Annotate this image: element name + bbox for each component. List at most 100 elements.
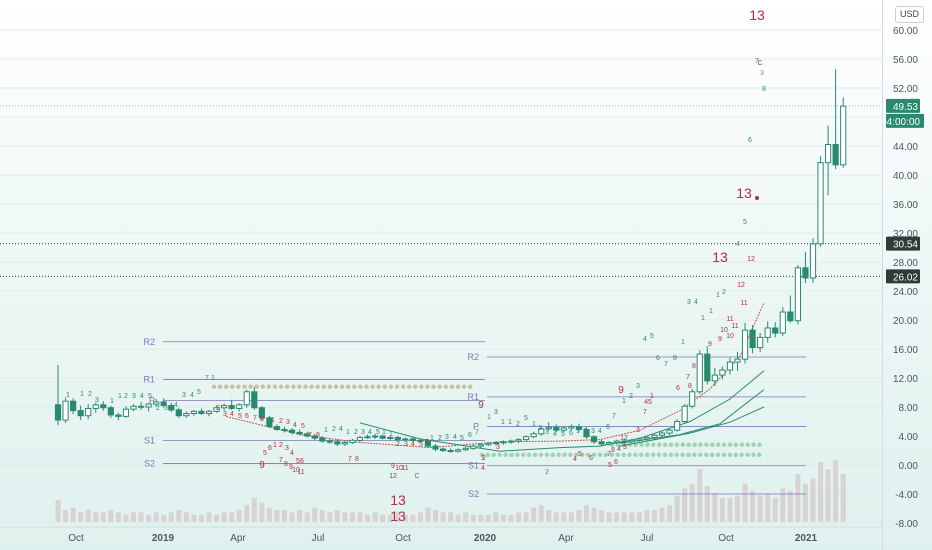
candle-body bbox=[704, 353, 711, 382]
count-label: 4 bbox=[573, 456, 577, 463]
count-label: 1 bbox=[481, 455, 485, 462]
count-label: 4 bbox=[736, 241, 740, 248]
count-label: 7 bbox=[643, 409, 647, 416]
count-label: 5 bbox=[419, 441, 423, 448]
candle-body bbox=[77, 410, 84, 417]
count-label: 12 bbox=[737, 282, 745, 289]
candle-body bbox=[658, 432, 666, 436]
volume-bar bbox=[561, 512, 567, 522]
y-tick-label: 8.00 bbox=[899, 403, 919, 414]
candle-body bbox=[628, 439, 635, 443]
ma-green-2 bbox=[619, 389, 765, 444]
indicator-dot bbox=[674, 442, 680, 447]
candle-body bbox=[288, 429, 296, 433]
indicator-dot bbox=[532, 452, 538, 458]
candle-body bbox=[107, 407, 114, 416]
count-label: 4 bbox=[481, 465, 485, 472]
count-label: 3 bbox=[545, 429, 549, 436]
count-label: 3 bbox=[164, 405, 168, 412]
count-label: 11 bbox=[731, 323, 738, 330]
setup-nine-label: 9 bbox=[618, 385, 624, 396]
indicator-dot bbox=[721, 442, 727, 447]
indicator-dot bbox=[382, 384, 387, 389]
candle-body bbox=[809, 243, 817, 279]
volume-bar bbox=[787, 490, 793, 522]
indicator-dot bbox=[591, 452, 597, 458]
indicator-dot bbox=[621, 452, 626, 458]
candle-body bbox=[606, 442, 613, 445]
indicator-dot bbox=[538, 452, 544, 458]
indicator-dot bbox=[651, 442, 656, 447]
volume-bar bbox=[357, 512, 363, 522]
candle-body bbox=[636, 438, 643, 441]
pivot-label-2020-r1: R1 bbox=[467, 392, 479, 402]
indicator-dot bbox=[556, 452, 561, 458]
indicator-dot bbox=[586, 452, 591, 458]
candle-body bbox=[153, 401, 160, 405]
candle-body bbox=[205, 410, 213, 415]
indicator-dot bbox=[443, 384, 448, 389]
count-label: 8 bbox=[316, 432, 320, 439]
count-label: 10 bbox=[395, 465, 403, 472]
price-line-tag: 26.02 bbox=[893, 272, 918, 283]
volume-bar bbox=[455, 514, 461, 522]
count-label: 10 bbox=[720, 327, 728, 334]
indicator-dot bbox=[248, 384, 253, 389]
volume-bar bbox=[553, 512, 559, 522]
indicator-dot bbox=[224, 384, 229, 389]
count-label: 5 bbox=[263, 450, 267, 457]
indicator-dot bbox=[260, 384, 265, 389]
volume-bar bbox=[327, 512, 333, 522]
candle-body bbox=[711, 374, 718, 382]
count-label: 1 bbox=[271, 417, 275, 424]
count-label: 7 bbox=[607, 451, 611, 458]
candle-body bbox=[764, 327, 771, 338]
volume-bar bbox=[55, 500, 61, 522]
volume-bar bbox=[198, 514, 204, 522]
countdown-13-label: 13 bbox=[749, 7, 765, 23]
candle-body bbox=[553, 426, 560, 431]
indicator-dot bbox=[211, 384, 217, 389]
volume-bar bbox=[319, 510, 325, 522]
candle-body bbox=[651, 434, 658, 438]
count-label: 8 bbox=[611, 447, 615, 454]
volume-bar bbox=[682, 488, 688, 522]
candle-body bbox=[734, 358, 741, 363]
indicator-dot bbox=[358, 384, 363, 389]
candle-body bbox=[832, 144, 839, 166]
candle-body bbox=[356, 436, 364, 441]
currency-label[interactable]: USD bbox=[895, 6, 925, 23]
count-label: 9 bbox=[708, 341, 712, 348]
indicator-dot bbox=[580, 452, 585, 458]
indicator-dot bbox=[527, 452, 532, 458]
setup-nine-label: 9 bbox=[478, 400, 484, 411]
count-label: 2 bbox=[354, 429, 358, 436]
volume-bar bbox=[508, 514, 514, 522]
indicator-dot bbox=[461, 384, 467, 389]
count-label: 3 bbox=[285, 445, 289, 452]
indicator-dot bbox=[291, 384, 296, 389]
indicator-dot bbox=[491, 452, 496, 458]
candle-body bbox=[643, 436, 650, 440]
indicator-dot bbox=[751, 442, 756, 447]
indicator-dot bbox=[339, 384, 345, 389]
indicator-dot bbox=[242, 384, 247, 389]
candle-body bbox=[613, 440, 620, 444]
volume-bar bbox=[644, 510, 650, 522]
candle-body bbox=[364, 436, 371, 439]
y-tick-label: 20.00 bbox=[893, 316, 918, 327]
volume-bar bbox=[546, 510, 552, 522]
candle-body bbox=[258, 407, 265, 419]
volume-bar bbox=[689, 483, 695, 522]
count-label: 5 bbox=[561, 431, 565, 438]
indicator-dot bbox=[639, 452, 644, 458]
candle-body bbox=[538, 428, 545, 435]
candle-body bbox=[243, 391, 250, 406]
volume-bar bbox=[621, 512, 627, 522]
candle-body bbox=[341, 442, 348, 445]
indicator-dot bbox=[739, 452, 744, 458]
candle-body bbox=[296, 431, 303, 435]
volume-bar bbox=[266, 507, 272, 522]
pivot-label-2020-s1: S1 bbox=[468, 461, 479, 471]
